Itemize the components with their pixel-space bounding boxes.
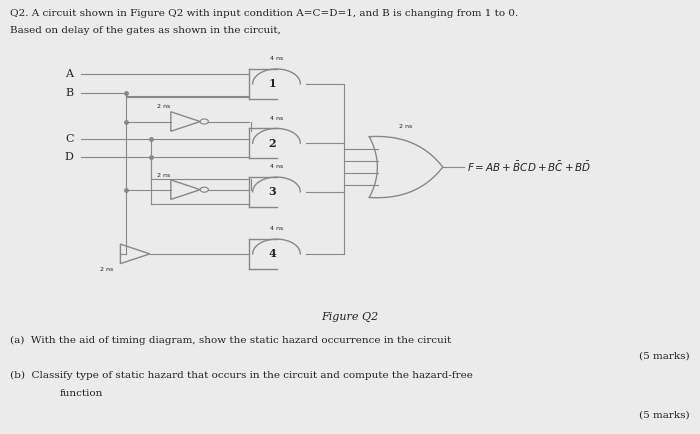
Text: B: B (65, 88, 74, 99)
Text: 4 ns: 4 ns (270, 164, 283, 169)
Text: 2 ns: 2 ns (400, 124, 412, 129)
Text: function: function (60, 389, 103, 398)
Text: 4 ns: 4 ns (270, 56, 283, 61)
Text: 2 ns: 2 ns (158, 105, 170, 109)
Text: Figure Q2: Figure Q2 (321, 312, 379, 322)
Text: (a)  With the aid of timing diagram, show the static hazard occurrence in the ci: (a) With the aid of timing diagram, show… (10, 336, 452, 345)
Text: 4 ns: 4 ns (270, 115, 283, 121)
Text: 4 ns: 4 ns (270, 226, 283, 231)
Text: Based on delay of the gates as shown in the circuit,: Based on delay of the gates as shown in … (10, 26, 281, 35)
Text: 2 ns: 2 ns (100, 267, 113, 272)
Text: D: D (64, 152, 74, 162)
Text: 3: 3 (268, 186, 276, 197)
Text: Q2. A circuit shown in Figure Q2 with input condition A=C=D=1, and B is changing: Q2. A circuit shown in Figure Q2 with in… (10, 9, 519, 18)
Text: C: C (65, 134, 74, 144)
Text: 2 ns: 2 ns (158, 173, 170, 178)
Text: $F = AB + \bar{B}CD + B\bar{C} + B\bar{D}$: $F = AB + \bar{B}CD + B\bar{C} + B\bar{D… (468, 160, 592, 174)
Text: (5 marks): (5 marks) (639, 410, 690, 419)
Text: A: A (66, 69, 74, 79)
Text: 4: 4 (268, 248, 276, 260)
Text: 2: 2 (268, 138, 276, 149)
Text: 1: 1 (268, 78, 276, 89)
Text: (5 marks): (5 marks) (639, 352, 690, 361)
Text: (b)  Classify type of static hazard that occurs in the circuit and compute the h: (b) Classify type of static hazard that … (10, 371, 473, 380)
